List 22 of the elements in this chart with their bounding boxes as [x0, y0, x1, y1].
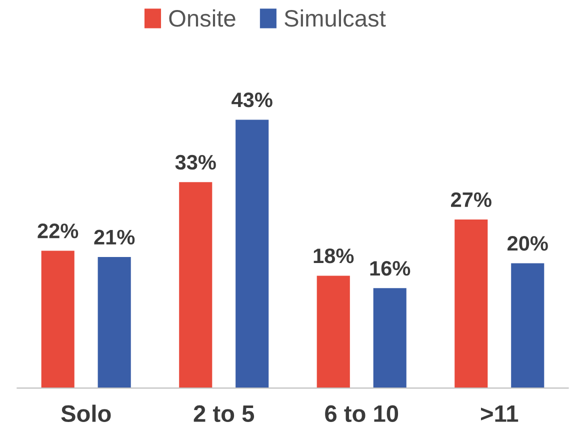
x-tick-label: >11 [480, 406, 518, 422]
x-tick-label: 2 to 5 [194, 405, 254, 422]
bar [236, 120, 269, 388]
data-label: 18% [314, 248, 354, 264]
data-label: 21% [94, 230, 135, 244]
legend-label: Simulcast [284, 9, 386, 27]
data-label: 20% [507, 236, 548, 251]
data-label: 27% [451, 192, 492, 208]
data-label: 16% [370, 260, 410, 276]
bar [41, 250, 74, 388]
data-label: 43% [232, 92, 272, 108]
data-label: 22% [38, 224, 78, 238]
x-tick-label: 6 to 10 [325, 405, 398, 422]
legend-label: Onsite [169, 9, 236, 27]
bar [316, 276, 350, 388]
bar [511, 263, 544, 388]
bar [98, 256, 131, 388]
bar [179, 182, 212, 388]
data-label: 33% [175, 154, 216, 170]
bar [373, 288, 406, 388]
bar [454, 220, 488, 388]
x-tick-label: Solo [61, 404, 111, 422]
